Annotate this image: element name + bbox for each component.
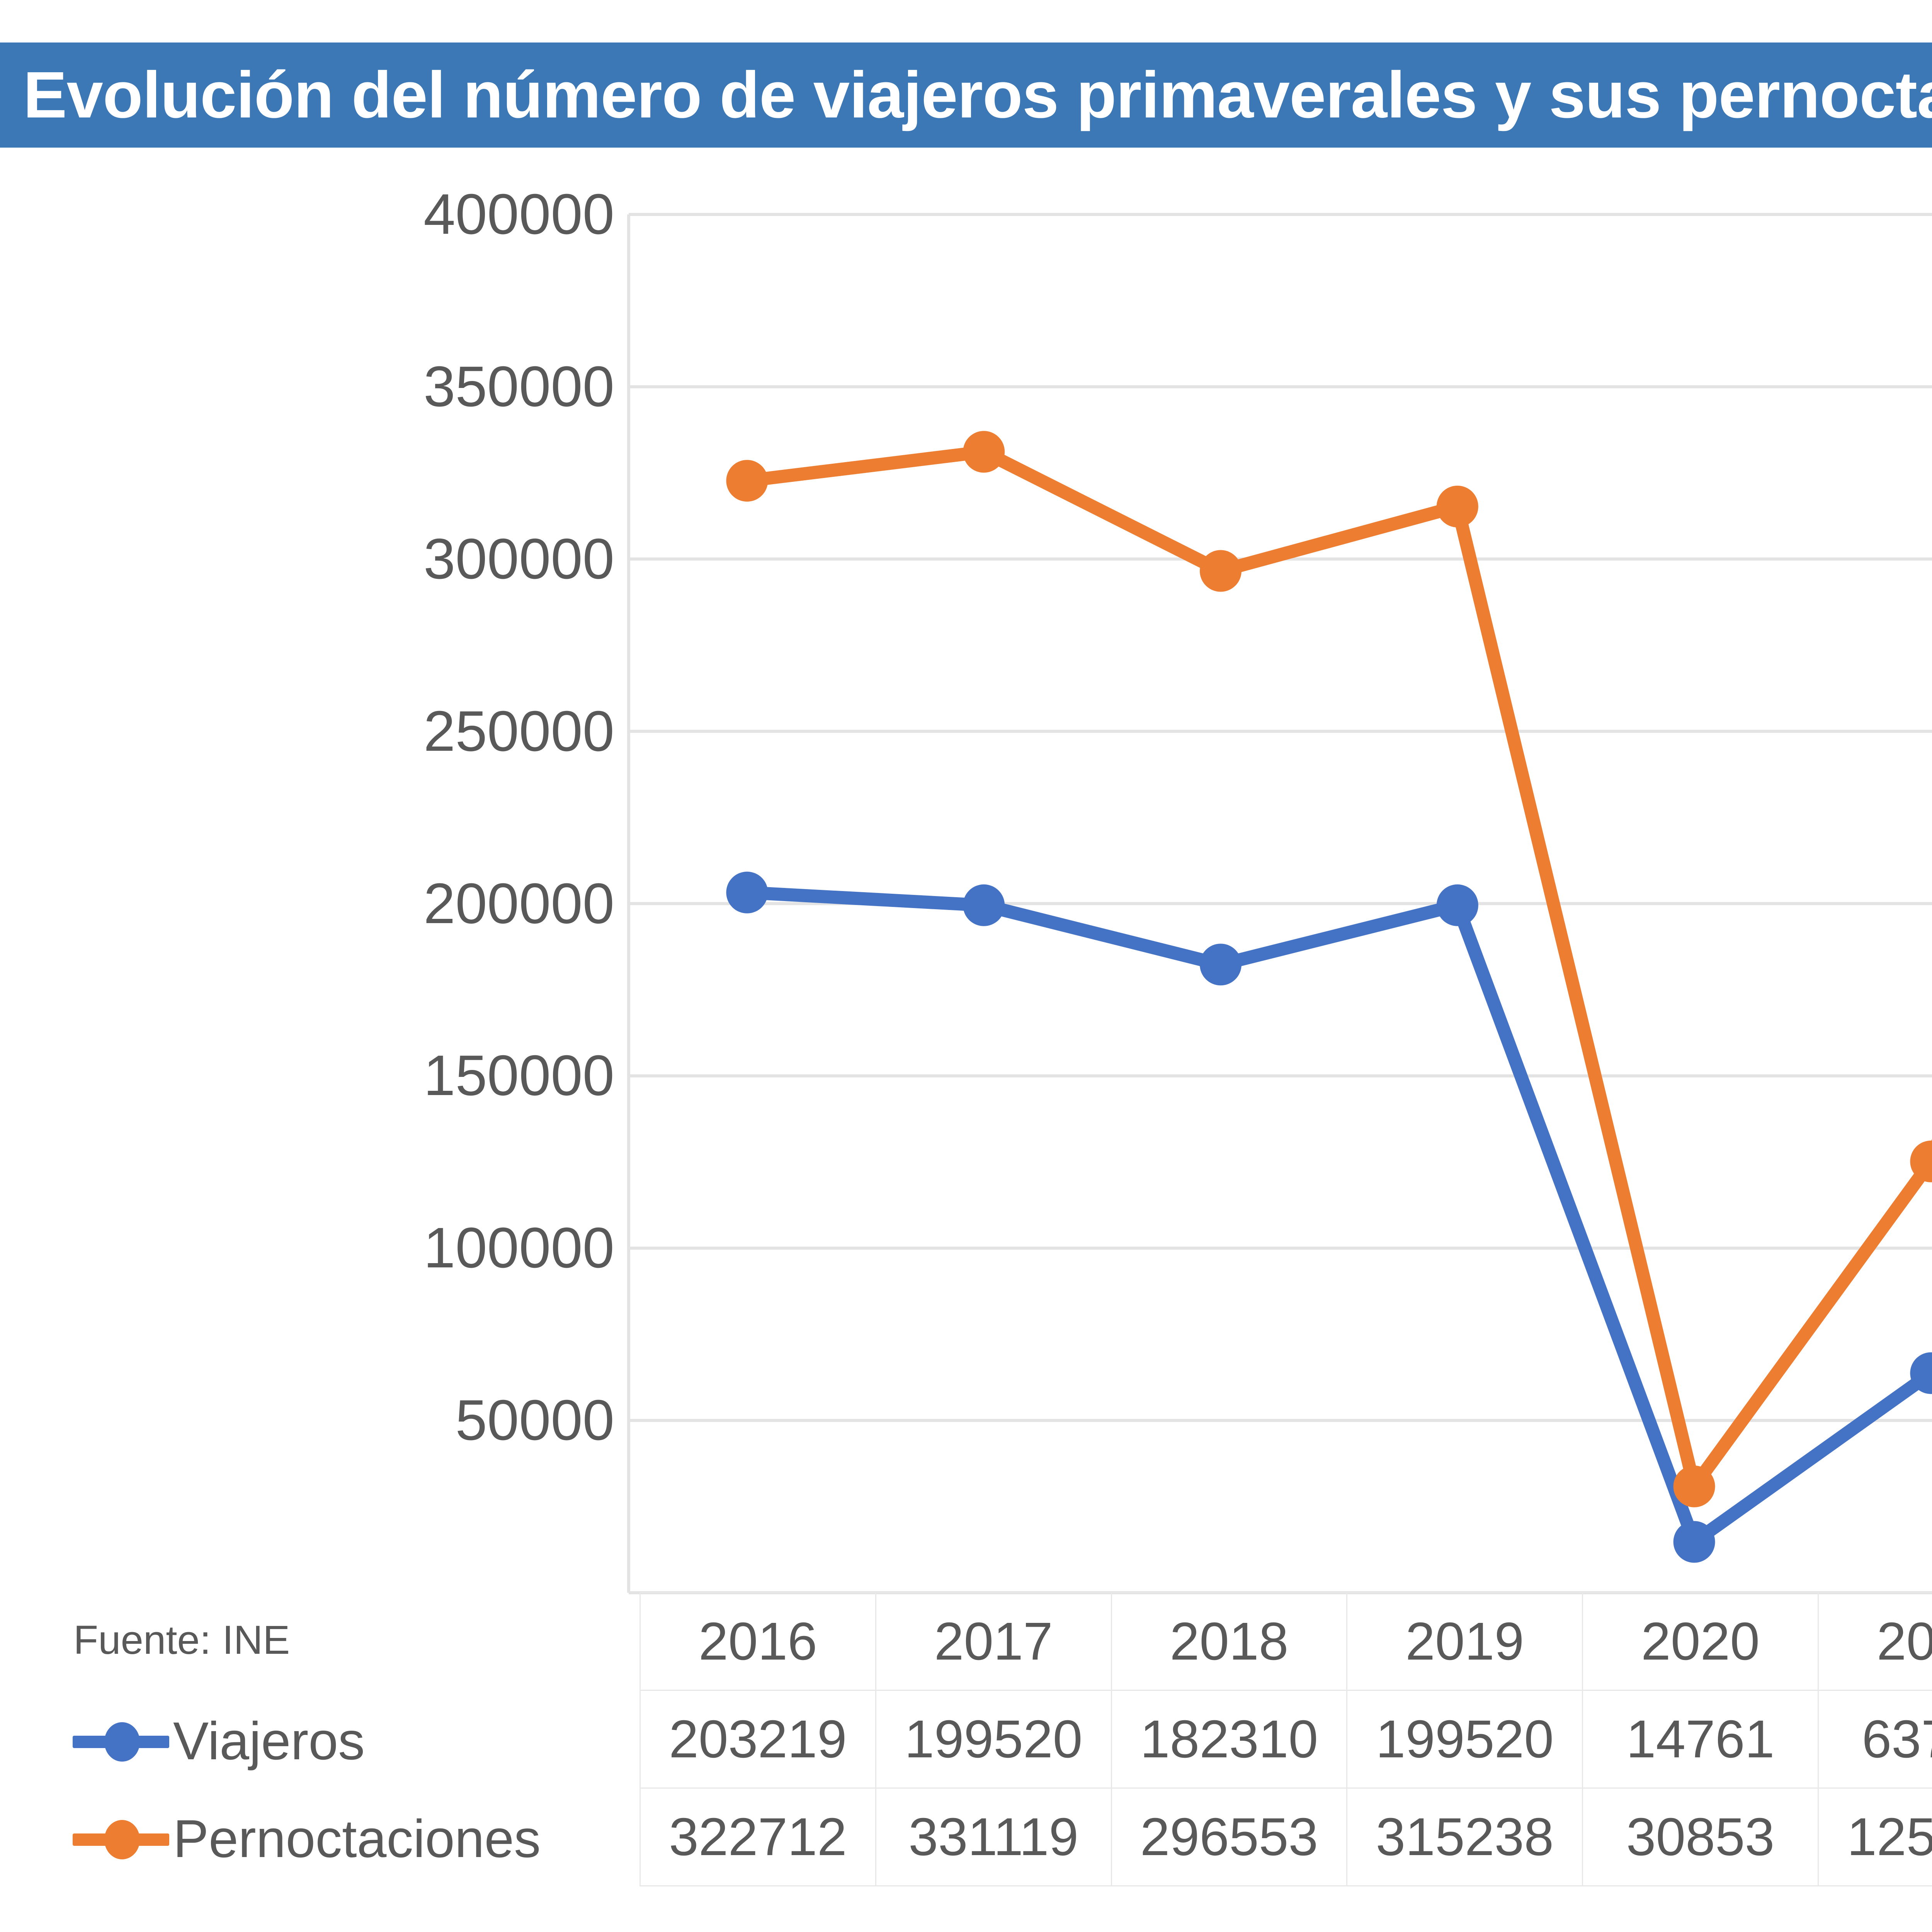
legend-marker-icon <box>73 1820 169 1860</box>
legend-dot-icon <box>104 1722 140 1762</box>
legend-item-viajeros[interactable]: Viajeros <box>62 1690 641 1788</box>
table-col-header-2021: 2021 <box>1817 1592 1932 1691</box>
y-axis-tick-150000: 150000 <box>423 1044 614 1108</box>
y-axis-tick-50000: 50000 <box>455 1388 614 1452</box>
table-header: 2016201720182019202020212022202320242025 <box>62 1592 1932 1691</box>
chart-title-banner: Evolución del número de viajeros primave… <box>0 43 1932 148</box>
table-corner-cell <box>62 1593 640 1690</box>
source-note: Fuente: INE <box>73 1617 290 1663</box>
line-chart-svg <box>627 213 1932 1594</box>
series-line-viajeros <box>740 886 1932 1549</box>
y-axis-tick-250000: 250000 <box>423 699 614 763</box>
table-col-header-2016: 2016 <box>639 1592 876 1691</box>
table-cell-viajeros-2016: 203219 <box>639 1690 876 1789</box>
data-point-viajeros-2018[interactable] <box>1200 944 1242 986</box>
table-row: Viajeros20321919952018231019952014761637… <box>62 1690 1932 1789</box>
table-cell-viajeros-2019: 199520 <box>1346 1690 1583 1789</box>
table-cell-viajeros-2018: 182310 <box>1111 1690 1348 1789</box>
table-cell-pernoctaciones-2017: 331119 <box>875 1787 1112 1886</box>
data-point-pernoctaciones-2017[interactable] <box>963 431 1005 473</box>
legend-item-pernoctaciones[interactable]: Pernoctaciones <box>62 1788 641 1886</box>
data-point-viajeros-2020[interactable] <box>1673 1521 1715 1563</box>
data-point-pernoctaciones-2021[interactable] <box>1910 1140 1932 1182</box>
data-point-pernoctaciones-2016[interactable] <box>726 460 768 502</box>
data-point-viajeros-2017[interactable] <box>963 884 1005 926</box>
plot-area: 50000 100000 150000 200000 250000 300000 35000… <box>0 162 1932 1615</box>
data-point-pernoctaciones-2020[interactable] <box>1673 1465 1715 1507</box>
table-cell-viajeros-2020: 14761 <box>1582 1690 1819 1789</box>
table-cell-pernoctaciones-2019: 315238 <box>1346 1787 1583 1886</box>
y-axis-tick-100000: 100000 <box>423 1216 614 1280</box>
table-col-header-2019: 2019 <box>1346 1592 1583 1691</box>
table-col-header-2017: 2017 <box>875 1592 1112 1691</box>
data-table: 2016201720182019202020212022202320242025… <box>62 1592 1932 1886</box>
legend-label: Viajeros <box>173 1711 365 1771</box>
data-point-viajeros-2019[interactable] <box>1436 884 1478 926</box>
legend-label: Pernoctaciones <box>173 1809 541 1869</box>
legend-marker-icon <box>73 1722 169 1762</box>
y-axis-tick-350000: 350000 <box>423 354 614 418</box>
y-axis-labels: 50000 100000 150000 200000 250000 300000 35000… <box>317 162 614 1615</box>
table-col-header-2018: 2018 <box>1111 1592 1348 1691</box>
table-cell-pernoctaciones-2016: 322712 <box>639 1787 876 1886</box>
data-point-viajeros-2021[interactable] <box>1910 1352 1932 1394</box>
legend-dot-icon <box>104 1820 140 1860</box>
y-axis-tick-400000: 400000 <box>423 182 614 246</box>
table-col-header-2020: 2020 <box>1582 1592 1819 1691</box>
data-table-container: 2016201720182019202020212022202320242025… <box>62 1592 1932 1886</box>
table-cell-viajeros-2017: 199520 <box>875 1690 1112 1789</box>
data-point-viajeros-2016[interactable] <box>726 871 768 913</box>
table-cell-pernoctaciones-2018: 296553 <box>1111 1787 1348 1886</box>
y-axis-tick-200000: 200000 <box>423 871 614 935</box>
table-body: Viajeros20321919952018231019952014761637… <box>62 1690 1932 1886</box>
table-row: Pernoctaciones 322712 331119 296553 315238 30… <box>62 1787 1932 1886</box>
table-cell-pernoctaciones-2021: 125170 <box>1817 1787 1932 1886</box>
data-point-pernoctaciones-2018[interactable] <box>1200 550 1242 592</box>
y-axis-tick-300000: 300000 <box>423 527 614 591</box>
data-point-pernoctaciones-2019[interactable] <box>1436 485 1478 527</box>
table-cell-pernoctaciones-2020: 30853 <box>1582 1787 1819 1886</box>
series-line-pernoctaciones <box>740 445 1932 1493</box>
table-header-row: 2016201720182019202020212022202320242025 <box>62 1592 1932 1691</box>
page-title: Evolución del número de viajeros primave… <box>23 58 1932 132</box>
table-cell-viajeros-2021: 63727 <box>1817 1690 1932 1789</box>
